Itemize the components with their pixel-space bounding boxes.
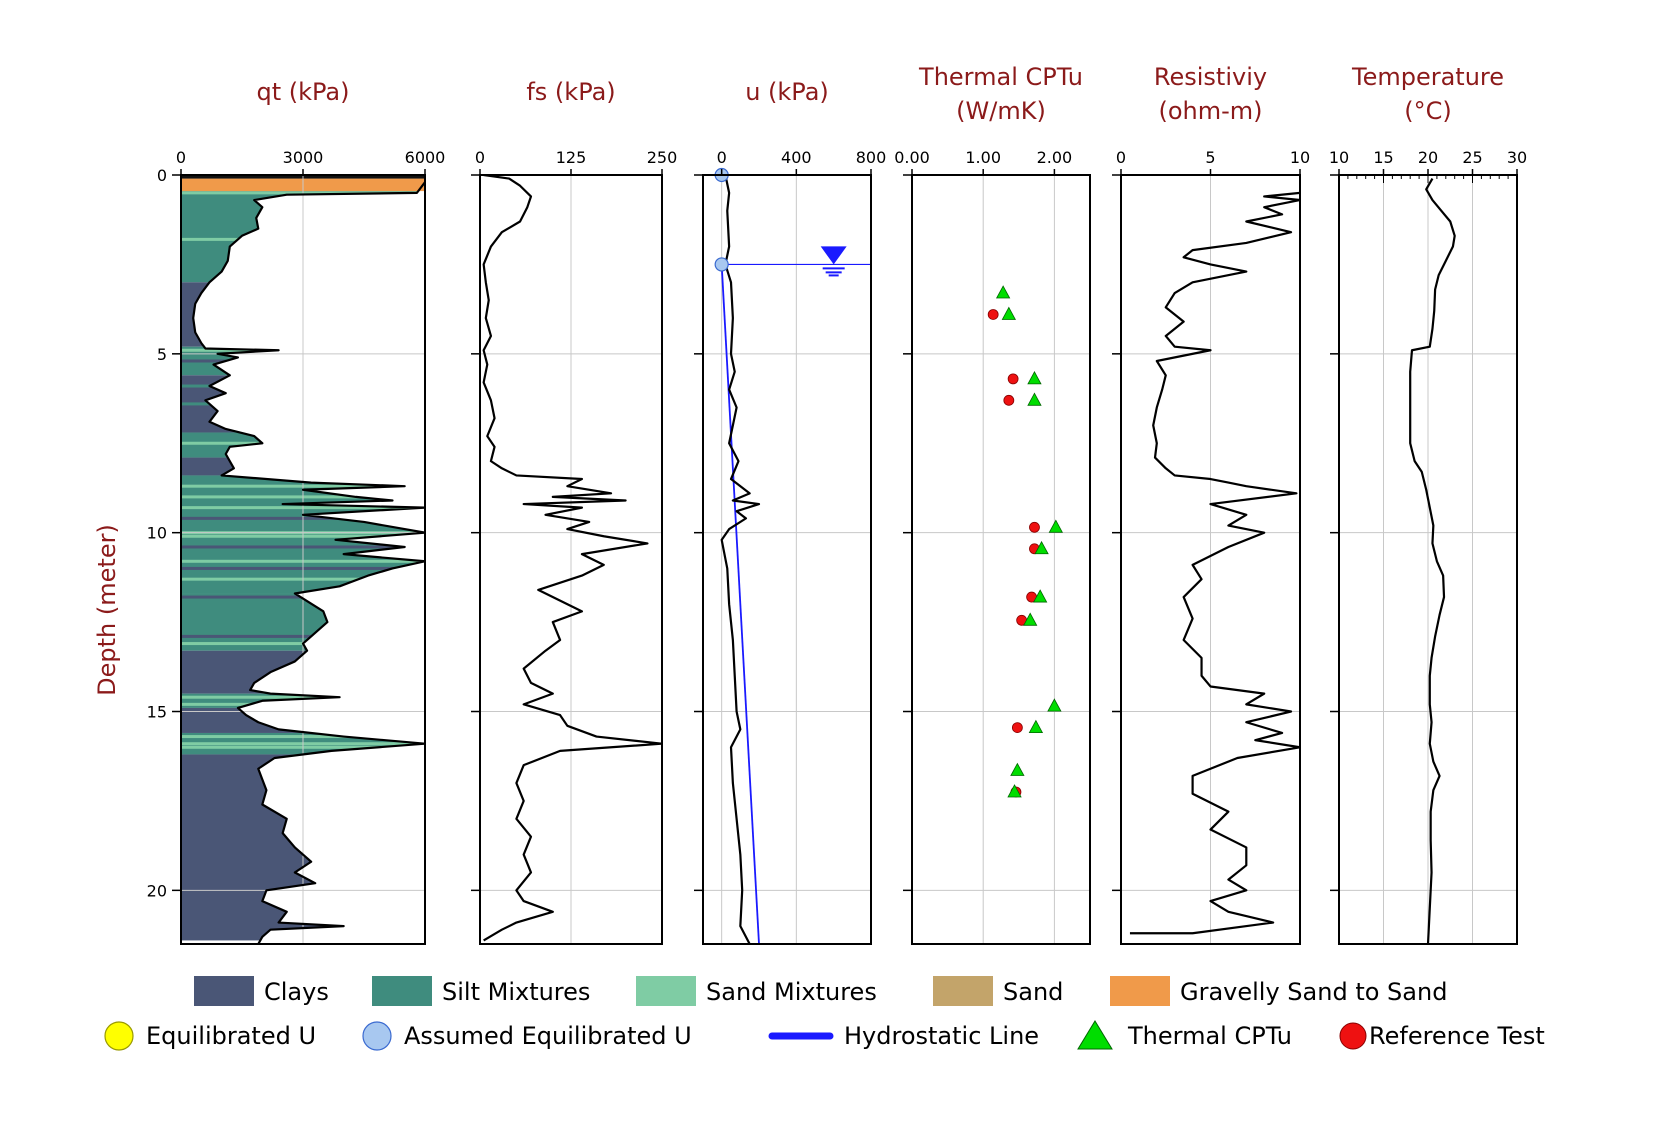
panel-title-line: (°C) xyxy=(1404,97,1451,125)
curve-group xyxy=(1409,178,1456,944)
y-axis-label: Depth (meter) xyxy=(93,524,121,696)
curve-group xyxy=(482,175,662,942)
curve-group xyxy=(192,181,425,944)
curve-group xyxy=(720,175,761,944)
profile-line-resistivity xyxy=(1129,191,1300,935)
legend-swatch-clays xyxy=(194,976,254,1006)
x-tick-label: 2.00 xyxy=(1037,148,1073,167)
legend-label-gravel: Gravelly Sand to Sand xyxy=(1180,978,1447,1006)
legend-label-reference: Reference Test xyxy=(1369,1022,1545,1050)
y-tick-label: 15 xyxy=(147,703,167,722)
profile-line-qt xyxy=(192,181,425,944)
panel-fs: 0 125 250 fs (kPa) xyxy=(471,78,678,945)
thermal-cptu-point xyxy=(1047,698,1062,712)
reference-test-point xyxy=(1011,722,1023,734)
panel-title: qt (kPa) xyxy=(257,78,350,106)
legend-swatch-gravel xyxy=(1110,976,1170,1006)
hydrostatic-line xyxy=(720,264,760,945)
x-tick-label: 250 xyxy=(647,148,678,167)
legend-label-hydro: Hydrostatic Line xyxy=(844,1022,1039,1050)
legend-swatch-silt xyxy=(372,976,432,1006)
panel-temperature: 10 15 20 25 30 Temperature (°C) xyxy=(1329,63,1527,945)
panel-qt: 0 3000 6000 0 5 10 15 20 qt (kPa) xyxy=(147,78,446,945)
x-tick-label: 800 xyxy=(856,148,887,167)
panel-title-line: (W/mK) xyxy=(956,97,1046,125)
profile-line-fs xyxy=(482,175,662,942)
thermal-cptu-point xyxy=(1034,540,1049,555)
panel-frame xyxy=(702,174,872,945)
thermal-cptu-point xyxy=(1027,392,1042,406)
x-tick-label: 1.00 xyxy=(965,148,1001,167)
legend: Clays Silt Mixtures Sand Mixtures Sand Grave… xyxy=(104,976,1545,1051)
profile-line-u xyxy=(720,175,761,944)
thermal-cptu-point xyxy=(995,285,1011,299)
x-tick-label: 15 xyxy=(1373,148,1393,167)
profile-line-temperature xyxy=(1409,178,1456,944)
panel-frame xyxy=(911,174,1091,945)
legend-label-equil: Equilibrated U xyxy=(146,1022,316,1050)
curve-group xyxy=(1129,191,1300,935)
x-tick-label: 5 xyxy=(1205,148,1215,167)
reference-test-point xyxy=(1003,394,1015,406)
panel-u: 0 400 800 u (kPa) xyxy=(694,78,887,945)
y-tick-label: 10 xyxy=(147,524,167,543)
legend-marker-thermal xyxy=(1077,1020,1113,1050)
x-tick-label: 125 xyxy=(556,148,587,167)
legend-marker-reference xyxy=(1339,1022,1367,1050)
x-tick-label: 6000 xyxy=(405,148,446,167)
legend-swatch-sand_mix xyxy=(636,976,696,1006)
x-tick-label: 0 xyxy=(1116,148,1126,167)
thermal-cptu-point xyxy=(1048,519,1063,533)
legend-label-assumed: Assumed Equilibrated U xyxy=(404,1022,692,1050)
y-tick-label: 20 xyxy=(147,881,167,900)
panel-title-line: Thermal CPTu xyxy=(918,63,1083,91)
panel-title-line: (ohm-m) xyxy=(1158,97,1262,125)
thermal-cptu-point xyxy=(1010,762,1025,776)
legend-marker-assumed xyxy=(362,1021,392,1051)
thermal-cptu-point xyxy=(1032,589,1048,603)
x-tick-label: 0 xyxy=(475,148,485,167)
water-table-icon xyxy=(820,246,847,265)
assumed-equilibrated-point xyxy=(714,257,729,272)
x-tick-label: 0 xyxy=(176,148,186,167)
legend-label-silt: Silt Mixtures xyxy=(442,978,590,1006)
x-tick-label: 0 xyxy=(717,148,727,167)
panel-resistivity: 0 5 10 Resistiviy (ohm-m) xyxy=(1112,63,1310,945)
legend-label-clays: Clays xyxy=(264,978,329,1006)
panel-title: fs (kPa) xyxy=(526,78,615,106)
reference-test-point xyxy=(987,309,999,320)
panel-title-line: Temperature xyxy=(1351,63,1504,91)
panel-title-line: Resistiviy xyxy=(1154,63,1267,91)
x-tick-label: 400 xyxy=(781,148,812,167)
x-tick-label: 3000 xyxy=(283,148,324,167)
thermal-cptu-point xyxy=(1028,719,1044,734)
x-tick-label: 10 xyxy=(1329,148,1349,167)
thermal-cptu-point xyxy=(1027,371,1042,385)
x-tick-label: 0.00 xyxy=(894,148,930,167)
panel-title: u (kPa) xyxy=(745,78,829,106)
legend-label-sand_mix: Sand Mixtures xyxy=(706,978,877,1006)
thermal-cptu-point xyxy=(1023,612,1038,626)
y-tick-label: 0 xyxy=(157,166,167,185)
legend-marker-equil xyxy=(104,1021,134,1051)
thermal-cptu-point xyxy=(1001,306,1017,320)
reference-test-point xyxy=(1029,521,1040,533)
legend-label-sand: Sand xyxy=(1003,978,1063,1006)
x-tick-label: 25 xyxy=(1462,148,1482,167)
x-tick-label: 30 xyxy=(1507,148,1527,167)
thermal-cptu-point xyxy=(1007,784,1022,798)
x-tick-label: 10 xyxy=(1290,148,1310,167)
panel-thermal: 0.00 1.00 2.00 Thermal CPTu (W/mK) xyxy=(894,63,1091,945)
y-tick-label: 5 xyxy=(157,345,167,364)
reference-test-point xyxy=(1007,373,1019,385)
legend-label-thermal: Thermal CPTu xyxy=(1127,1022,1292,1050)
x-tick-label: 20 xyxy=(1418,148,1438,167)
legend-swatch-sand xyxy=(933,976,993,1006)
